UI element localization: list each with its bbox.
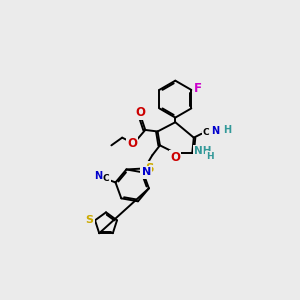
Text: NH: NH <box>194 146 212 157</box>
Text: O: O <box>136 106 146 119</box>
Text: F: F <box>194 82 202 95</box>
Text: O: O <box>170 151 180 164</box>
Text: S: S <box>85 215 94 225</box>
Text: S: S <box>145 162 153 175</box>
Text: N: N <box>142 167 151 177</box>
Text: H: H <box>206 152 214 160</box>
Text: O: O <box>127 136 137 149</box>
Text: N: N <box>94 171 102 181</box>
Text: H: H <box>223 125 231 135</box>
Text: C: C <box>103 174 110 183</box>
Text: N: N <box>211 126 219 136</box>
Text: C: C <box>203 128 209 137</box>
